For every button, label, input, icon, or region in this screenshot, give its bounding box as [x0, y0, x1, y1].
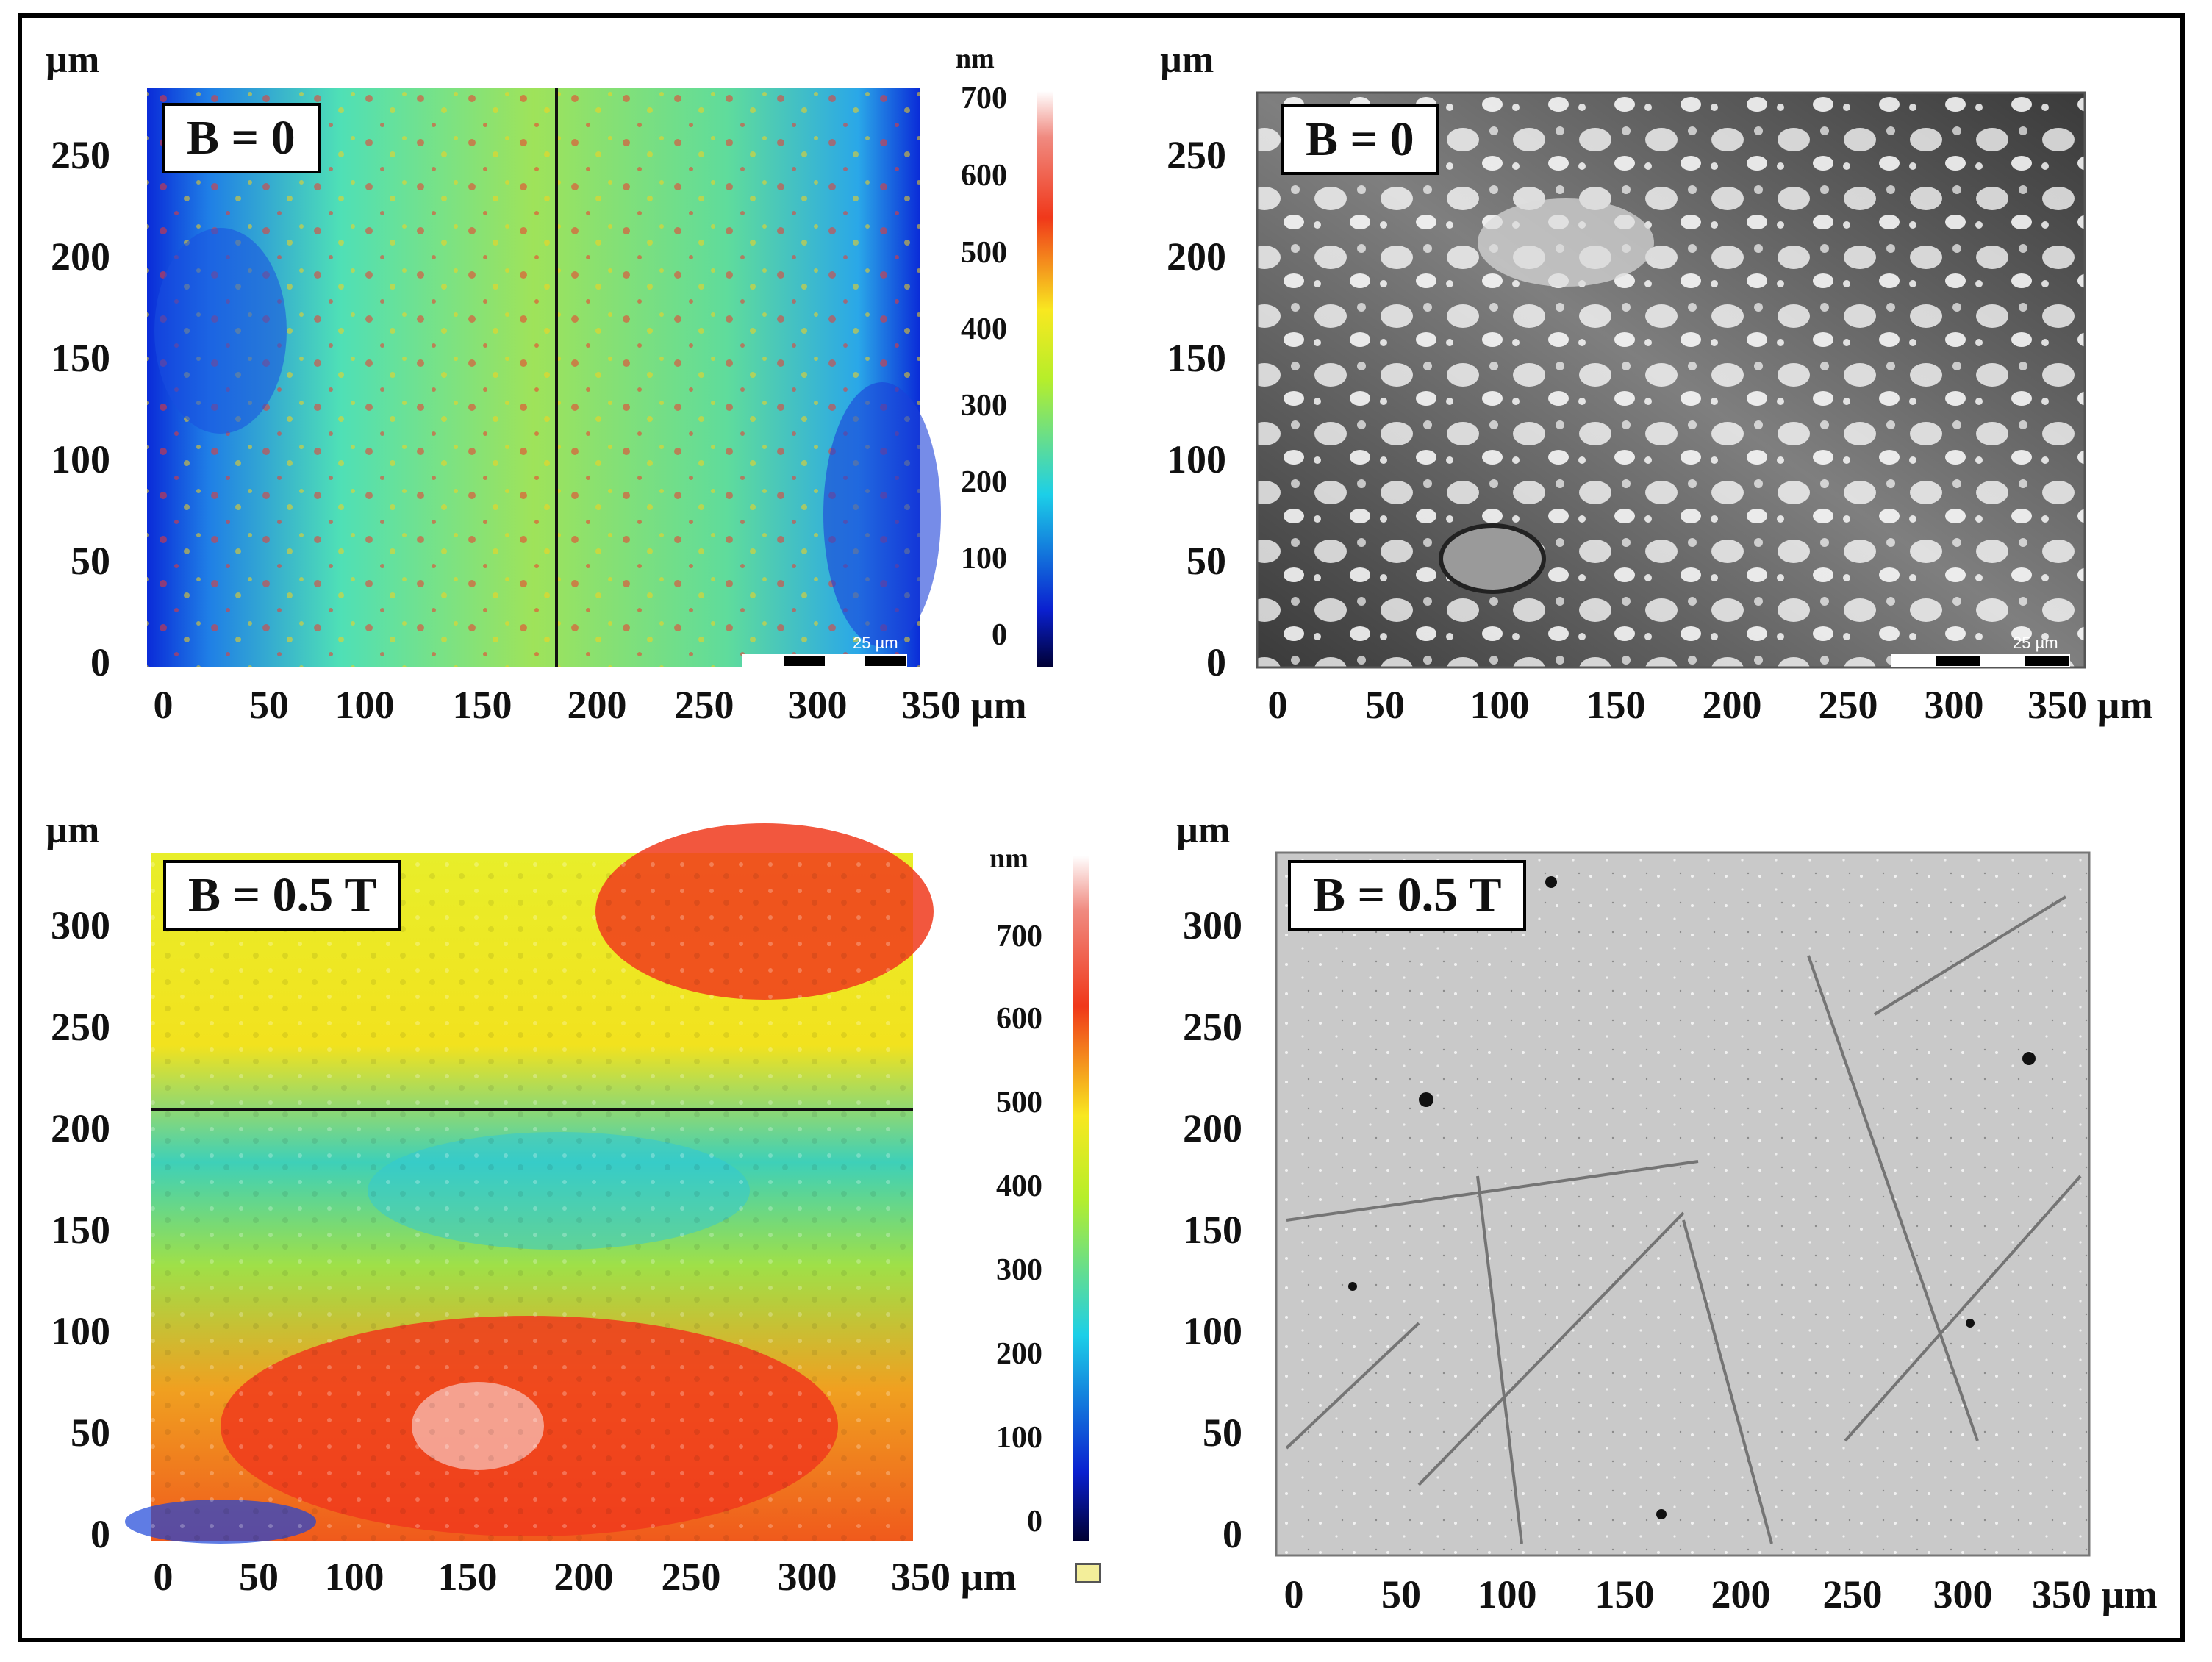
- x-tick: 50: [1365, 683, 1405, 727]
- x-tick: 100: [1470, 683, 1530, 727]
- x-tick: 150: [452, 683, 512, 727]
- panel-label: B = 0: [1281, 104, 1439, 175]
- y-tick: 150: [1183, 1208, 1242, 1252]
- x-axis-label: 350 µm: [2027, 683, 2153, 727]
- colorbar-tick: 400: [961, 312, 1007, 346]
- figure-frame: [18, 13, 2185, 1642]
- y-tick: 250: [1167, 133, 1226, 177]
- x-tick: 250: [1822, 1572, 1883, 1616]
- scale-bar: [1891, 654, 2070, 667]
- colorbar-tick: 700: [996, 920, 1042, 953]
- y-unit-label: µm: [1176, 809, 1231, 851]
- height-map-c: [125, 823, 1089, 1544]
- y-tick: 200: [51, 234, 110, 279]
- scale-bar-label: 25 µm: [853, 634, 898, 652]
- x-tick: 200: [554, 1555, 614, 1599]
- y-tick: 250: [51, 133, 110, 177]
- x-tick: 250: [1818, 683, 1878, 727]
- y-tick: 0: [90, 640, 110, 684]
- y-tick: 0: [1206, 640, 1226, 684]
- y-tick: 250: [51, 1005, 110, 1049]
- x-tick: 200: [1711, 1572, 1771, 1616]
- y-tick: 150: [1167, 336, 1226, 380]
- scale-bar: [742, 654, 907, 667]
- y-tick: 100: [51, 1309, 110, 1353]
- x-tick: 0: [153, 1555, 173, 1599]
- colorbar-tick: 100: [961, 542, 1007, 576]
- x-tick: 300: [1933, 1572, 1993, 1616]
- y-tick: 200: [51, 1106, 110, 1150]
- x-axis-label: 350 µm: [891, 1555, 1017, 1599]
- x-axis-label: 350 µm: [901, 683, 1027, 727]
- y-tick: 100: [51, 437, 110, 481]
- x-tick: 250: [674, 683, 734, 727]
- y-tick: 300: [1183, 903, 1242, 948]
- x-tick: 150: [437, 1555, 498, 1599]
- colorbar-tick: 400: [996, 1170, 1042, 1203]
- x-tick: 150: [1586, 683, 1646, 727]
- y-unit-label: µm: [46, 809, 100, 851]
- y-tick: 100: [1183, 1309, 1242, 1353]
- x-tick: 250: [661, 1555, 721, 1599]
- panel-c: µm B = 0.5 T: [0, 779, 1103, 1617]
- y-tick: 100: [1167, 437, 1226, 481]
- y-unit-label: µm: [1160, 39, 1214, 81]
- micrograph-d: [1275, 851, 2091, 1557]
- colorbar-tick: 500: [996, 1086, 1042, 1120]
- x-tick: 150: [1594, 1572, 1655, 1616]
- y-tick: 0: [90, 1512, 110, 1556]
- x-axis-label: 350 µm: [2032, 1572, 2158, 1616]
- panel-d: µm B = 0.5 T 300 250: [1110, 779, 2198, 1617]
- x-tick: 300: [777, 1555, 837, 1599]
- y-tick: 200: [1167, 234, 1226, 279]
- x-tick: 200: [1702, 683, 1762, 727]
- colorbar-tick: 0: [1027, 1505, 1042, 1539]
- panel-label: B = 0.5 T: [1288, 860, 1527, 931]
- x-tick: 200: [567, 683, 627, 727]
- y-tick: 200: [1183, 1106, 1242, 1150]
- micrograph-b: [1256, 91, 2086, 669]
- x-tick: 300: [787, 683, 848, 727]
- scale-bar-label: 25 µm: [2013, 634, 2058, 652]
- panel-label: B = 0.5 T: [163, 860, 402, 931]
- height-map-a: [147, 88, 1053, 667]
- x-tick: 100: [1477, 1572, 1537, 1616]
- x-tick: 50: [1381, 1572, 1421, 1616]
- colorbar-tick: 0: [992, 618, 1007, 652]
- x-tick: 0: [1267, 683, 1288, 727]
- y-tick: 50: [1203, 1411, 1242, 1455]
- x-tick: 50: [249, 683, 289, 727]
- colorbar-unit: nm: [989, 843, 1028, 874]
- x-tick: 300: [1924, 683, 1984, 727]
- y-unit-label: µm: [46, 39, 100, 81]
- y-tick: 300: [51, 903, 110, 948]
- y-tick: 150: [51, 1208, 110, 1252]
- colorbar-tick: 200: [996, 1337, 1042, 1371]
- colorbar-unit: nm: [956, 43, 995, 74]
- x-tick: 100: [324, 1555, 384, 1599]
- colorbar-tick: 200: [961, 465, 1007, 499]
- y-tick: 50: [1186, 539, 1226, 583]
- legend-swatch: [1075, 1563, 1101, 1583]
- x-tick: 100: [334, 683, 395, 727]
- colorbar-tick: 300: [996, 1253, 1042, 1287]
- colorbar-tick: 600: [961, 159, 1007, 193]
- y-tick: 50: [71, 539, 110, 583]
- colorbar-tick: 100: [996, 1421, 1042, 1455]
- x-tick: 50: [239, 1555, 279, 1599]
- y-tick: 250: [1183, 1005, 1242, 1049]
- panel-b: µm B = 0 25 µm 250 200 150 100 50 0 0: [1110, 0, 2198, 772]
- panel-a: µm B = 0 25 µm: [0, 0, 1103, 772]
- x-tick: 0: [153, 683, 173, 727]
- colorbar-tick: 300: [961, 389, 1007, 423]
- colorbar-tick: 500: [961, 236, 1007, 270]
- x-tick: 0: [1284, 1572, 1304, 1616]
- colorbar-tick: 600: [996, 1002, 1042, 1036]
- y-tick: 150: [51, 336, 110, 380]
- y-tick: 0: [1223, 1512, 1242, 1556]
- y-tick: 50: [71, 1411, 110, 1455]
- panel-label: B = 0: [162, 103, 321, 173]
- colorbar-tick: 700: [961, 82, 1007, 115]
